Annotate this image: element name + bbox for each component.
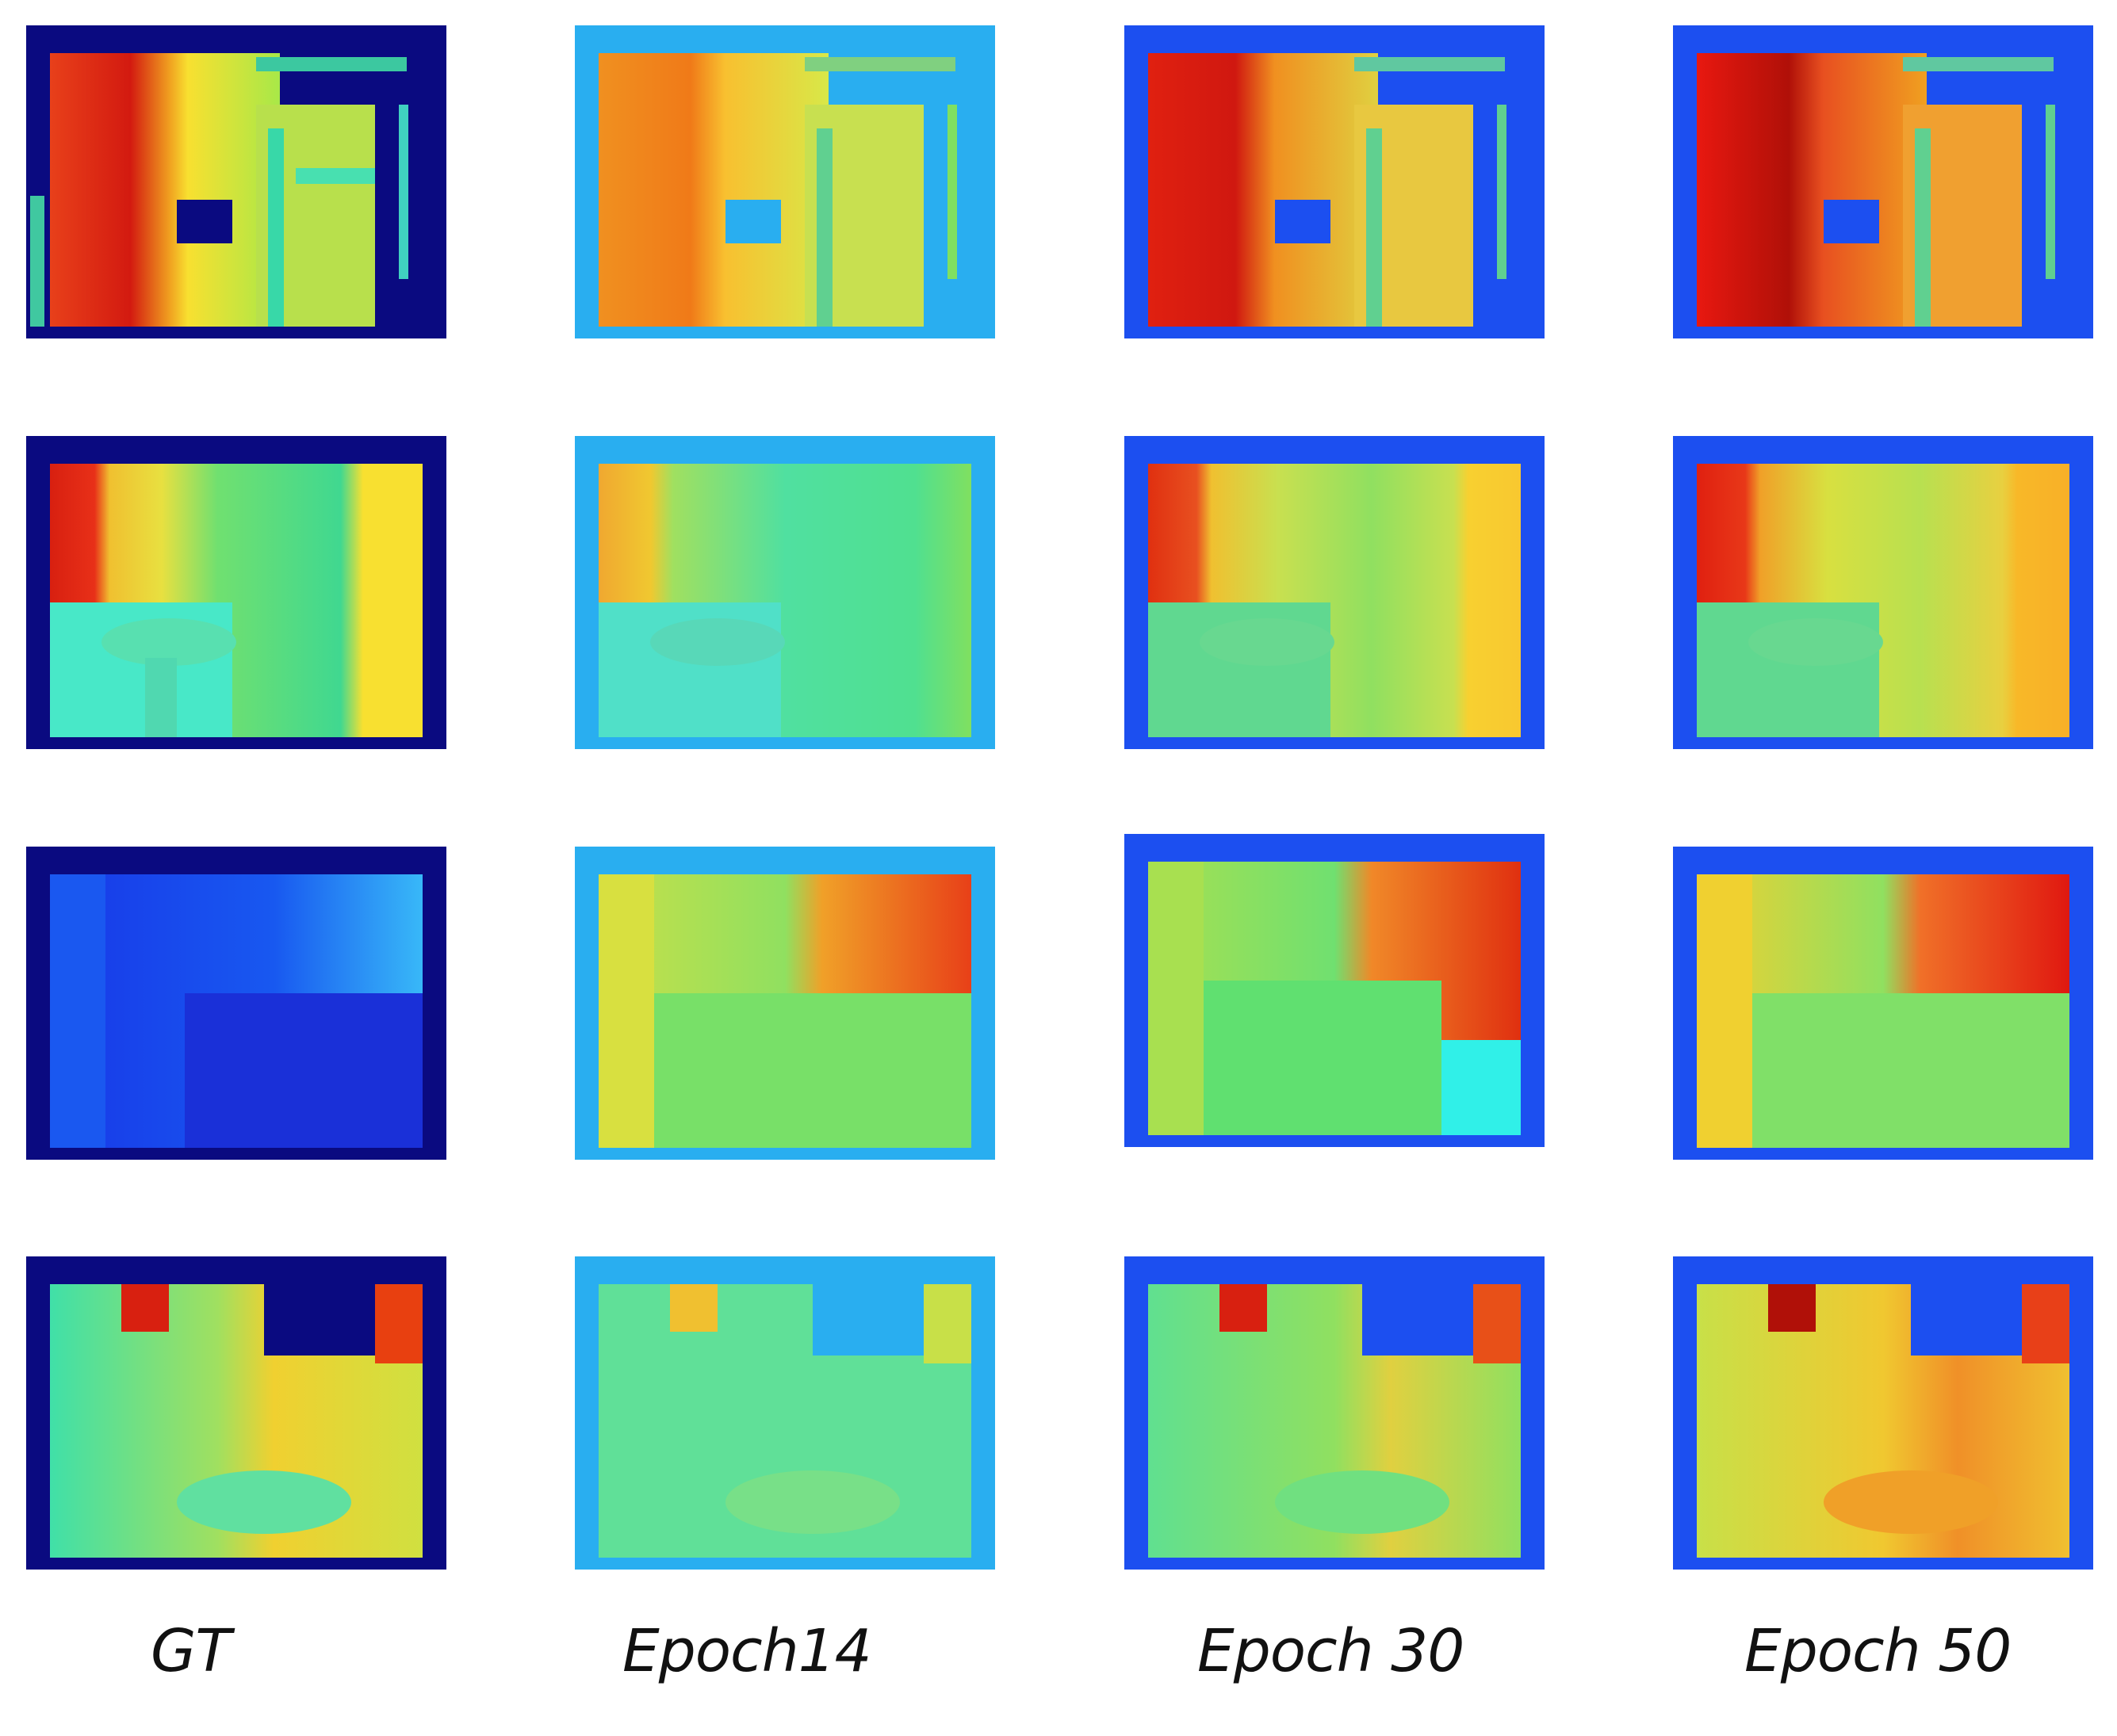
depth-map-epoch14-row2 [575,436,995,749]
depth-map-epoch50-row4 [1673,1256,2093,1570]
depth-map-epoch30-row4 [1124,1256,1545,1570]
caption-gt: GT [151,1617,232,1685]
caption-epoch50: Epoch 50 [1744,1617,2012,1685]
caption-epoch14: Epoch14 [622,1617,872,1685]
depth-map-epoch50-row2 [1673,436,2093,749]
depth-map-epoch30-row2 [1124,436,1545,749]
depth-map-epoch14-row3 [575,847,995,1160]
depth-map-epoch50-row3 [1673,847,2093,1160]
depth-map-gt-row2 [26,436,446,749]
depth-map-gt-row3 [26,847,446,1160]
depth-map-epoch14-row4 [575,1256,995,1570]
depth-map-epoch50-row1 [1673,25,2093,338]
caption-epoch30: Epoch 30 [1197,1617,1464,1685]
depth-map-epoch30-row1 [1124,25,1545,338]
depth-map-epoch30-row3 [1124,834,1545,1147]
depth-map-gt-row1 [26,25,446,338]
depth-map-gt-row4 [26,1256,446,1570]
depth-map-epoch14-row1 [575,25,995,338]
